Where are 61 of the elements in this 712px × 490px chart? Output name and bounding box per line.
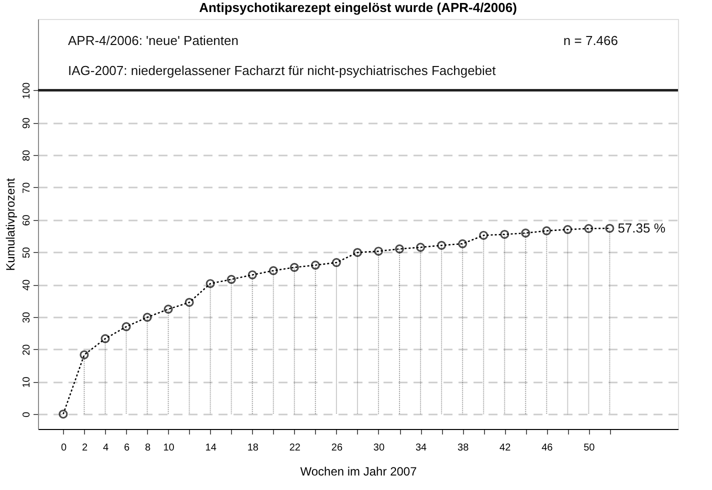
y-tick-label: 100: [22, 82, 32, 100]
annotation: 57.35 %: [618, 220, 666, 236]
point: [310, 260, 320, 270]
x-tick-label: 18: [247, 442, 259, 454]
x-tick-label: 0: [60, 442, 67, 454]
x-tick-label: 6: [124, 442, 130, 454]
y-tick-label: 90: [22, 117, 32, 129]
y-tick-label: 20: [22, 344, 32, 356]
point: [100, 334, 110, 344]
x-tick-label: 30: [373, 442, 385, 454]
point: [416, 242, 426, 252]
y-tick-label: 0: [22, 411, 32, 418]
point: [184, 298, 194, 307]
x-tick-label: 2: [82, 442, 88, 454]
y-tick-label: 40: [22, 279, 32, 291]
chart-title: Antipsychotikarezept eingelöst wurde (APR-4/2006): [199, 0, 517, 15]
x-tick-label: 14: [205, 442, 217, 454]
point: [80, 350, 89, 360]
x-tick-label: 38: [458, 442, 470, 454]
point: [206, 279, 215, 288]
point: [584, 224, 594, 234]
point: [521, 228, 530, 238]
point: [248, 270, 257, 280]
point: [500, 230, 510, 239]
annotation: APR-4/2006: 'neue' Patienten: [68, 33, 238, 48]
x-tick-label: 26: [331, 442, 343, 454]
y-tick-label: 10: [22, 376, 32, 388]
point: [437, 240, 446, 250]
point: [226, 274, 236, 284]
point: [290, 262, 299, 272]
x-axis-title: Wochen im Jahr 2007: [300, 464, 418, 478]
point: [542, 226, 552, 236]
x-tick-label: 42: [500, 442, 512, 454]
point: [479, 230, 488, 240]
point: [332, 258, 341, 268]
point: [122, 322, 131, 332]
point: [164, 304, 173, 314]
point: [563, 225, 572, 234]
point: [395, 244, 404, 254]
x-tick-label: 4: [102, 442, 109, 454]
point: [142, 312, 152, 322]
point: [374, 246, 383, 256]
x-tick-label: 8: [145, 442, 152, 454]
x-tick-label: 10: [163, 442, 175, 454]
annotation: n = 7.466: [563, 33, 618, 48]
y-tick-label: 80: [22, 150, 32, 162]
x-tick-label: 34: [415, 442, 428, 454]
x-tick-label: 46: [542, 442, 554, 454]
point: [352, 248, 362, 257]
point: [605, 224, 614, 233]
annotation: IAG-2007: niedergelassener Facharzt für nicht-psychiatrisches Fachgebiet: [68, 63, 496, 78]
point: [58, 410, 68, 419]
point: [458, 239, 468, 248]
y-axis-title: Kumulativprozent: [4, 177, 18, 271]
y-tick-label: 50: [22, 246, 32, 258]
x-tick-label: 22: [289, 442, 301, 454]
y-tick-label: 30: [22, 311, 32, 324]
y-tick-label: 70: [22, 182, 32, 194]
y-tick-label: 60: [22, 214, 32, 226]
point: [268, 266, 278, 276]
x-tick-label: 50: [584, 442, 596, 454]
